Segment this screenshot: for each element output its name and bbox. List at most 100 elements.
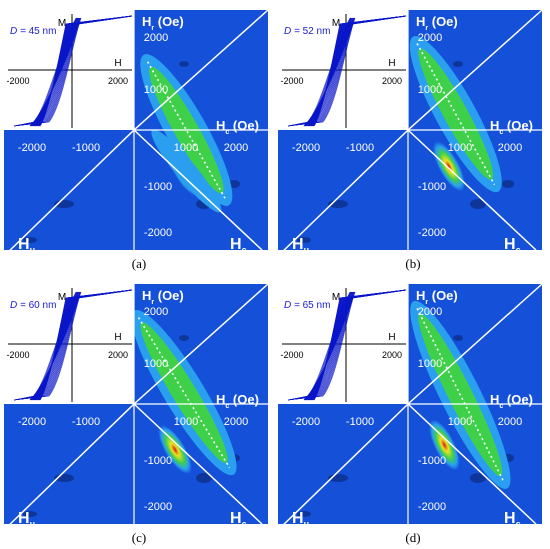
- loop-curve-r-b-8: [287, 17, 353, 127]
- loop-curve-r-a-15: [13, 17, 80, 127]
- hr-axis-b: Hr (Oe): [416, 14, 458, 32]
- loop-m-label-b: M: [332, 18, 340, 29]
- loop-curve-r-b-15: [287, 17, 354, 127]
- tick-hr-n1000-c: -1000: [144, 455, 172, 467]
- loop-curve-r-d-0: [287, 291, 351, 401]
- loop-curve-r-c-3: [13, 291, 77, 401]
- loop-curve-r-a-17: [13, 17, 81, 127]
- loop-curve-r-b-17: [287, 17, 355, 127]
- loop-curve-r-b-12: [287, 17, 354, 127]
- loop-m-label-d: M: [332, 292, 340, 303]
- peak-b: [432, 141, 466, 192]
- tick-hu-n2000-b: -2000: [292, 142, 320, 154]
- loop-curve-r-c-4: [13, 291, 78, 401]
- tick-hr-1000-d: 1000: [418, 358, 442, 370]
- loop-tick-n-b: -2000: [280, 76, 303, 86]
- loop-curve-r-a-10: [13, 17, 79, 127]
- loop-curve-r-d-13: [287, 291, 354, 401]
- loop-curve-r-b-21: [287, 17, 356, 127]
- tick-hr-n1000-a: -1000: [144, 181, 172, 193]
- noise-b-3: [453, 61, 463, 67]
- loop-curve-r-d-20: [287, 291, 356, 401]
- loop-curve-r-c-11: [13, 291, 79, 401]
- loop-curve-r-d-8: [287, 291, 353, 401]
- diag-lower-c: [4, 403, 135, 531]
- tick-hr-n1000-d: -1000: [418, 455, 446, 467]
- loop-curve-r-a-4: [13, 17, 78, 127]
- tick-hu-n2000-c: -2000: [18, 416, 46, 428]
- loop-curves-b: [287, 15, 407, 127]
- loop-curve-r-d-3: [287, 291, 351, 401]
- loop-curve-r-a-11: [13, 17, 79, 127]
- noise-a-3: [179, 61, 189, 67]
- loop-curve-r-c-17: [13, 291, 81, 401]
- loop-curve-r-a-5: [13, 17, 78, 127]
- loop-curve-r-c-12: [13, 291, 80, 401]
- loop-curves-d: [287, 289, 407, 401]
- loop-curve-r-a-2: [13, 17, 77, 127]
- diag-upper-c: [133, 283, 269, 405]
- loop-curve-r-b-16: [287, 17, 355, 127]
- noise-a-2: [23, 237, 37, 243]
- tick-hr-n2000-c: -2000: [144, 501, 172, 513]
- tick-hc-2000-a: 2000: [224, 142, 248, 154]
- tick-hr-2000-a: 2000: [144, 32, 168, 44]
- loop-curve-r-a-6: [13, 17, 78, 127]
- loop-curve-r-b-3: [287, 17, 351, 127]
- loop-curve-r-b-11: [287, 17, 353, 127]
- noise-d-2: [297, 511, 311, 517]
- loop-curve-r-a-8: [13, 17, 79, 127]
- loop-curve-r-b-5: [287, 17, 352, 127]
- noise-c-3: [179, 335, 189, 341]
- loop-curve-r-d-6: [287, 291, 352, 401]
- loop-curve-r-a-21: [13, 17, 82, 127]
- loop-curve-r-b-4: [287, 17, 352, 127]
- loop-curve-r-d-10: [287, 291, 353, 401]
- d-label-d: D = 65 nm: [284, 300, 331, 311]
- panel-d: Hr (Oe) Hc (Oe) Hu Hc 2000 1000 1000 2000 -2000-…: [278, 278, 548, 546]
- tick-hc-1000-d: 1000: [448, 416, 472, 428]
- loop-curve-r-b-0: [287, 17, 351, 127]
- tick-hr-2000-b: 2000: [418, 32, 442, 44]
- loop-curve-r-d-17: [287, 291, 355, 401]
- d-label-c: D = 60 nm: [10, 300, 57, 311]
- loop-curve-r-c-16: [13, 291, 81, 401]
- loop-curve-r-c-15: [13, 291, 80, 401]
- loop-curve-r-a-18: [13, 17, 81, 127]
- loop-curve-r-c-5: [13, 291, 78, 401]
- loop-h-label-b: H: [388, 58, 395, 69]
- tick-hr-n1000-b: -1000: [418, 181, 446, 193]
- panel-label-d: (d): [405, 530, 421, 545]
- loop-curve-r-b-20: [287, 17, 356, 127]
- diag-upper-b: [407, 9, 543, 131]
- tick-hc-1000-b: 1000: [448, 142, 472, 154]
- loop-curve-r-c-1: [13, 291, 77, 401]
- ridge-arm-a: [151, 129, 222, 213]
- loop-curve-r-a-0: [13, 17, 77, 127]
- noise-d-1: [470, 473, 486, 483]
- loop-curves-c: [13, 289, 133, 401]
- loop-tick-p-c: 2000: [108, 350, 128, 360]
- tick-hc-2000-d: 2000: [498, 416, 522, 428]
- loop-curve-r-c-20: [13, 291, 82, 401]
- tick-hu-n2000-d: -2000: [292, 416, 320, 428]
- tick-hr-n2000-a: -2000: [144, 227, 172, 239]
- loop-curve-r-b-7: [287, 17, 352, 127]
- loop-curve-r-a-7: [13, 17, 78, 127]
- loop-curves-a: [13, 15, 133, 127]
- diag-lower-d: [278, 403, 409, 531]
- noise-b-2: [297, 237, 311, 243]
- loop-curve-r-d-19: [287, 291, 355, 401]
- noise-c-2: [23, 511, 37, 517]
- noise-c-1: [196, 473, 212, 483]
- tick-hc-2000-b: 2000: [498, 142, 522, 154]
- loop-curve-r-b-6: [287, 17, 352, 127]
- panel-label-b: (b): [405, 256, 421, 271]
- hc-axis-c: Hc (Oe): [216, 392, 259, 410]
- loop-curve-r-b-18: [287, 17, 355, 127]
- tick-hr-2000-c: 2000: [144, 306, 168, 318]
